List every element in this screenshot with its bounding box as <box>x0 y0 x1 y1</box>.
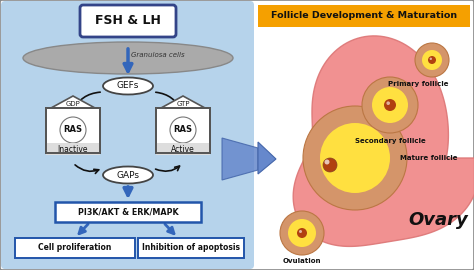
Circle shape <box>320 123 390 193</box>
Polygon shape <box>161 96 205 108</box>
Polygon shape <box>258 142 276 174</box>
FancyBboxPatch shape <box>156 143 210 155</box>
FancyBboxPatch shape <box>80 5 176 37</box>
Text: PI3K/AKT & ERK/MAPK: PI3K/AKT & ERK/MAPK <box>78 208 178 217</box>
Text: GAPs: GAPs <box>117 170 139 180</box>
Circle shape <box>60 117 86 143</box>
Text: Ovary: Ovary <box>408 211 468 229</box>
Ellipse shape <box>103 167 153 184</box>
FancyBboxPatch shape <box>138 238 244 258</box>
Circle shape <box>280 211 324 255</box>
Text: Ovulation: Ovulation <box>283 258 321 264</box>
Text: Active: Active <box>171 144 195 154</box>
Text: Granulosa cells: Granulosa cells <box>131 52 185 58</box>
FancyBboxPatch shape <box>258 5 470 27</box>
Circle shape <box>303 106 407 210</box>
FancyBboxPatch shape <box>46 143 100 155</box>
Circle shape <box>325 160 329 164</box>
Text: RAS: RAS <box>173 126 192 134</box>
Ellipse shape <box>23 42 233 74</box>
FancyBboxPatch shape <box>46 108 100 153</box>
Text: RAS: RAS <box>64 126 82 134</box>
Text: Inactive: Inactive <box>58 144 88 154</box>
Circle shape <box>386 102 390 105</box>
Circle shape <box>288 219 316 247</box>
Circle shape <box>323 158 337 172</box>
Text: Cell proliferation: Cell proliferation <box>38 244 112 252</box>
Polygon shape <box>51 96 95 108</box>
Circle shape <box>429 58 432 60</box>
Ellipse shape <box>103 77 153 94</box>
Text: Mature follicle: Mature follicle <box>400 155 457 161</box>
Text: Secondary follicle: Secondary follicle <box>355 138 425 144</box>
Polygon shape <box>222 138 258 180</box>
FancyBboxPatch shape <box>156 108 210 153</box>
FancyBboxPatch shape <box>15 238 135 258</box>
Circle shape <box>297 228 307 238</box>
FancyBboxPatch shape <box>1 1 254 269</box>
Text: Primary follicle: Primary follicle <box>388 81 448 87</box>
Text: GDP: GDP <box>65 101 81 107</box>
Circle shape <box>299 230 302 233</box>
Circle shape <box>422 50 442 70</box>
Text: GTP: GTP <box>176 101 190 107</box>
Polygon shape <box>293 36 474 247</box>
Circle shape <box>415 43 449 77</box>
FancyBboxPatch shape <box>55 202 201 222</box>
Circle shape <box>372 87 408 123</box>
Text: Inhibition of apoptosis: Inhibition of apoptosis <box>142 244 240 252</box>
Circle shape <box>362 77 418 133</box>
Circle shape <box>428 56 436 64</box>
Text: GEFs: GEFs <box>117 82 139 90</box>
Circle shape <box>170 117 196 143</box>
Text: FSH & LH: FSH & LH <box>95 15 161 28</box>
Text: Follicle Development & Maturation: Follicle Development & Maturation <box>271 12 457 21</box>
Circle shape <box>384 99 396 111</box>
